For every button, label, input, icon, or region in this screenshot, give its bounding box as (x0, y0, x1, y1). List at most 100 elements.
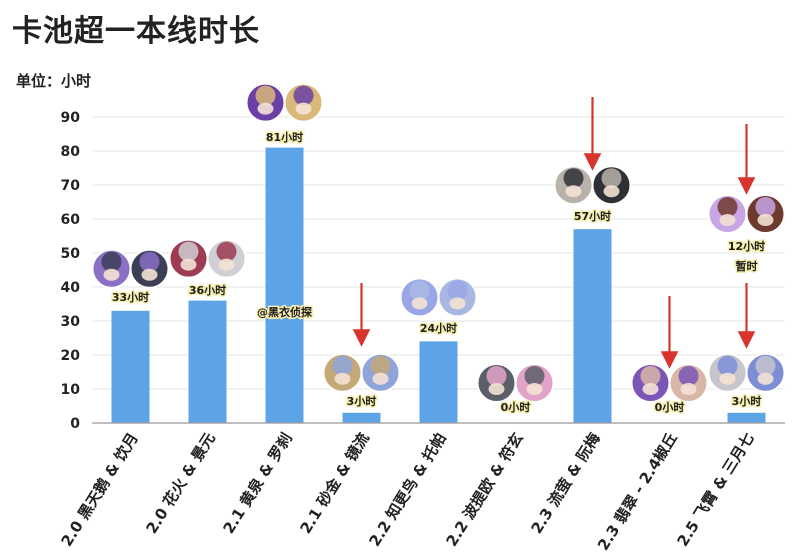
y-tick-label: 70 (61, 178, 81, 194)
portrait-skin (295, 102, 312, 115)
portrait-skin (719, 372, 736, 385)
bar (342, 412, 381, 423)
portrait-hair (255, 85, 276, 106)
portrait-skin (334, 372, 351, 385)
x-category-label: 2.3 翡翠 - 2.4椒丘 (594, 430, 681, 552)
portrait-skin (488, 383, 505, 395)
character-portrait-icon (553, 165, 594, 206)
y-tick-label: 60 (61, 212, 81, 228)
character-portrait-icon (322, 352, 363, 393)
portrait-skin (757, 214, 774, 226)
character-portrait-icon (514, 363, 555, 403)
portrait-hair (332, 355, 353, 376)
portrait-hair (101, 251, 122, 272)
data-label: 3小时 (732, 394, 762, 408)
data-label: 81小时 (266, 130, 303, 144)
character-portrait-icon (745, 194, 786, 234)
unit-label: 单位：小时 (16, 72, 92, 90)
x-category-label: 2.0 黑天鹅 & 饮月 (58, 430, 142, 550)
character-portrait-icon (91, 248, 132, 289)
y-tick-label: 80 (61, 144, 81, 160)
bar (573, 229, 612, 423)
y-tick-label: 90 (61, 110, 81, 126)
portrait-hair (524, 366, 545, 386)
portrait-hair (139, 251, 160, 272)
bar (419, 341, 458, 423)
y-tick-label: 30 (61, 314, 81, 330)
bar (265, 147, 304, 423)
bar (727, 412, 766, 423)
y-tick-label: 50 (61, 246, 81, 262)
chart-title: 卡池超一本线时长 (12, 14, 260, 49)
portrait-hair (486, 366, 507, 386)
y-tick-label: 0 (70, 416, 80, 432)
portrait-skin (411, 297, 428, 310)
portrait-skin (526, 383, 543, 395)
portrait-skin (565, 185, 582, 198)
character-portrait-icon (283, 82, 324, 123)
y-tick-label: 40 (61, 280, 81, 296)
portrait-skin (218, 258, 235, 271)
portrait-hair (563, 168, 584, 189)
character-portrait-icon (745, 352, 786, 393)
data-label: 0小时 (655, 400, 685, 414)
bar (188, 300, 227, 423)
data-label: 57小时 (574, 209, 611, 223)
portrait-skin (180, 258, 197, 271)
x-category-label: 2.2 波提欧 & 符玄 (443, 430, 527, 550)
x-category-label: 2.2 知更鸟 & 托帕 (366, 430, 450, 550)
portrait-hair (755, 355, 776, 376)
character-portrait-icon (476, 363, 517, 403)
data-label: 33小时 (112, 290, 149, 304)
annotation-label: 12小时 (728, 239, 765, 253)
portrait-skin (103, 268, 120, 281)
portrait-hair (409, 280, 430, 301)
x-category-label: 2.5 飞霄 & 三月七 (674, 430, 758, 550)
portrait-skin (603, 185, 620, 198)
portrait-hair (447, 280, 468, 301)
character-portrait-icon (630, 363, 671, 403)
x-category-label: 2.0 花火 & 景元 (143, 430, 219, 537)
portrait-skin (757, 372, 774, 385)
character-portrait-icon (591, 165, 632, 206)
data-label: 0小时 (501, 400, 531, 414)
character-portrait-icon (360, 352, 401, 393)
data-label: 24小时 (420, 321, 457, 335)
portrait-skin (642, 383, 659, 395)
portrait-hair (717, 197, 738, 217)
character-portrait-icon (707, 352, 748, 393)
portrait-skin (372, 372, 389, 385)
portrait-hair (678, 366, 699, 386)
portrait-hair (640, 366, 661, 386)
portrait-skin (449, 297, 466, 310)
character-portrait-icon (437, 277, 478, 318)
character-portrait-icon (399, 277, 440, 318)
portrait-skin (719, 214, 736, 226)
annotation-label: @黑衣侦探 (257, 305, 313, 319)
portrait-hair (178, 241, 199, 262)
portrait-hair (370, 355, 391, 376)
portrait-hair (601, 168, 622, 189)
portrait-skin (257, 102, 274, 115)
data-label: 36小时 (189, 283, 226, 297)
character-portrait-icon (707, 194, 748, 234)
portrait-hair (717, 355, 738, 376)
x-category-label: 2.1 黄泉 & 罗刹 (220, 430, 296, 537)
portrait-hair (293, 85, 314, 106)
data-label: 3小时 (347, 394, 377, 408)
portrait-hair (216, 241, 237, 262)
portrait-hair (755, 197, 776, 217)
y-tick-label: 10 (61, 382, 81, 398)
x-category-label: 2.1 砂金 & 镜流 (297, 430, 373, 537)
annotation-label: 暂时 (736, 259, 758, 273)
x-category-label: 2.3 流萤 & 阮梅 (528, 430, 604, 537)
portrait-skin (141, 268, 158, 281)
character-portrait-icon (206, 238, 247, 279)
portrait-skin (680, 383, 697, 395)
character-portrait-icon (129, 248, 170, 289)
bar (111, 310, 150, 423)
character-portrait-icon (668, 363, 709, 403)
character-portrait-icon (168, 238, 209, 279)
y-tick-label: 20 (61, 348, 81, 364)
